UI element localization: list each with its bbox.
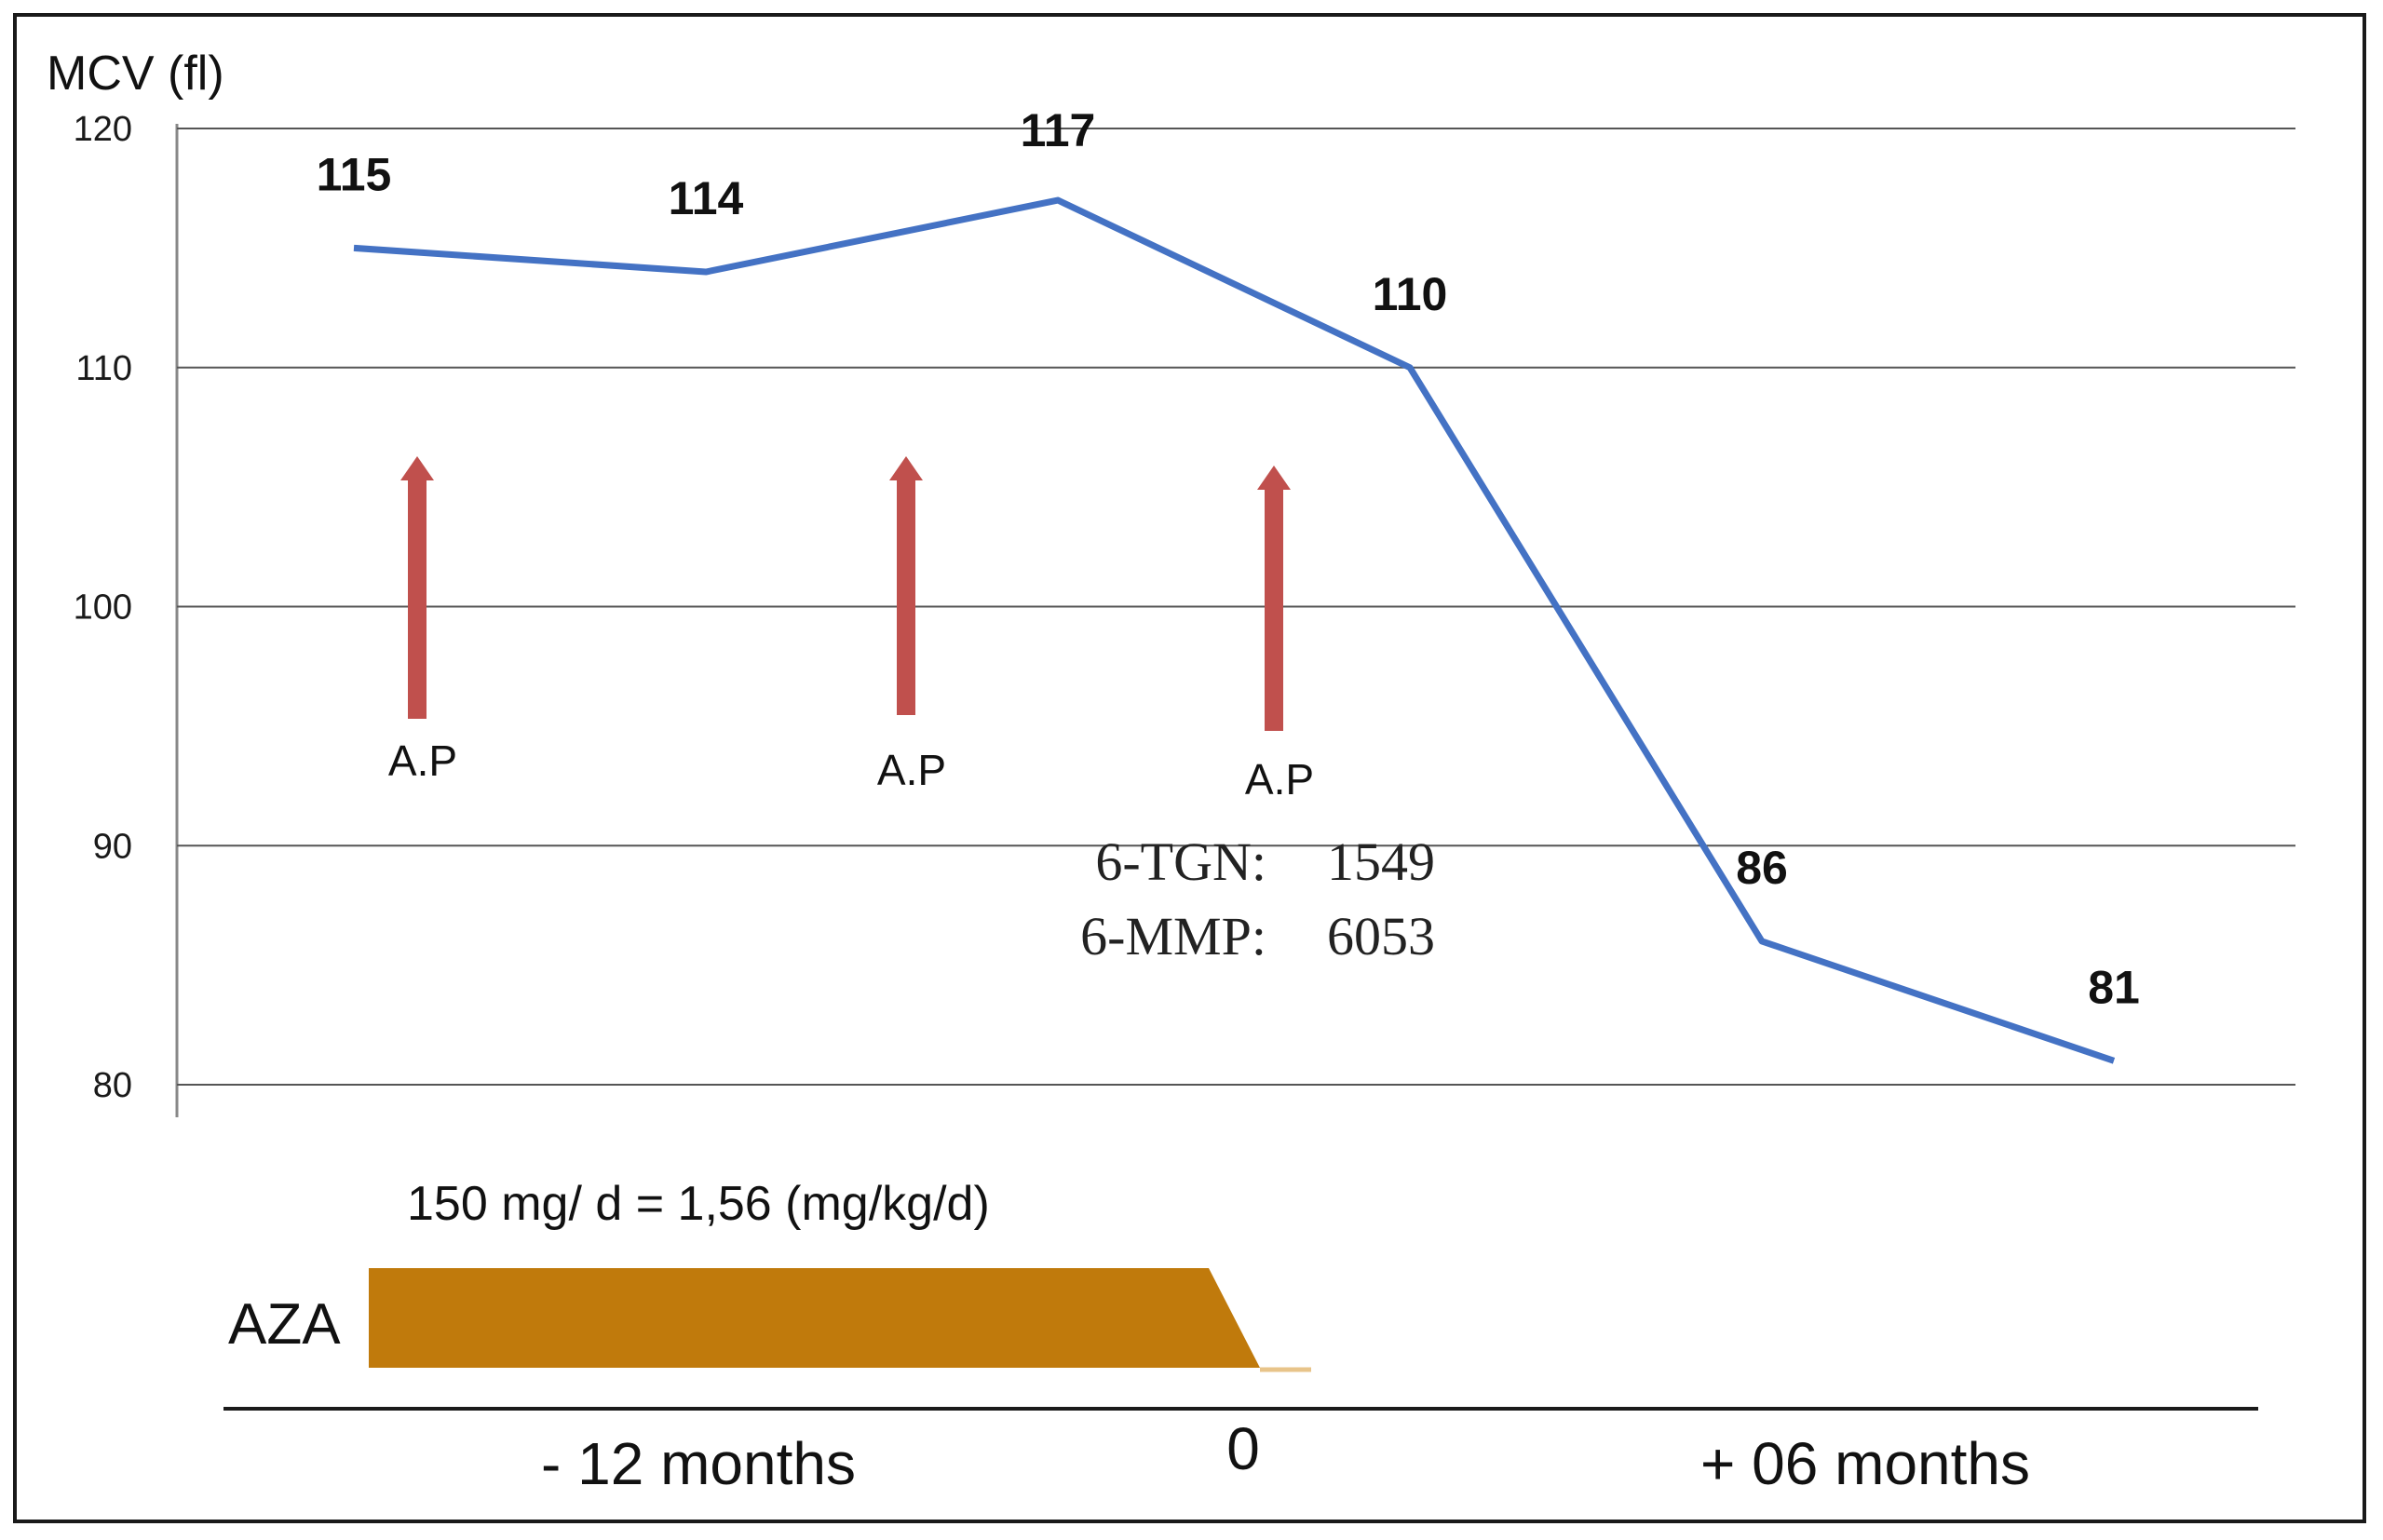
gridlines (177, 128, 2295, 1086)
data-label: 110 (1373, 268, 1448, 320)
data-label: 86 (1736, 842, 1788, 894)
metabolite-value-6mmp: 6053 (1327, 906, 1435, 966)
data-label: 114 (669, 172, 744, 224)
metabolite-value-6tgn: 1549 (1327, 831, 1435, 892)
ap-arrow-shaft (1265, 488, 1283, 731)
drug-label: AZA (228, 1292, 341, 1357)
y-tick-labels: 120 110 100 90 80 (74, 110, 132, 1105)
mcv-series-line (353, 196, 2116, 1064)
timeline-label-minus12: - 12 months (541, 1430, 856, 1497)
metabolite-name-6mmp: 6-MMP: (1080, 906, 1266, 966)
ap-label: A.P (877, 746, 946, 794)
timeline-label-zero: 0 (1226, 1415, 1260, 1482)
ap-arrows: A.P A.P A.P (388, 456, 1314, 804)
y-tick-label: 110 (75, 349, 132, 388)
y-tick-label: 80 (93, 1066, 132, 1105)
ap-arrow-head (889, 456, 923, 480)
data-label: 115 (317, 148, 392, 200)
data-labels: 115 114 117 110 86 81 (317, 104, 2140, 1013)
ap-label: A.P (1245, 755, 1314, 804)
ap-arrow-shaft (408, 479, 427, 719)
y-tick-label: 100 (74, 588, 132, 628)
ap-arrow-shaft (897, 479, 915, 715)
dose-label: 150 mg/ d = 1,56 (mg/kg/d) (407, 1177, 990, 1231)
metabolite-annotation: 6-TGN: 1549 6-MMP: 6053 (1080, 831, 1435, 966)
data-label: 81 (2088, 961, 2140, 1013)
y-axis-label: MCV (fl) (47, 47, 224, 101)
data-label: 117 (1021, 104, 1096, 156)
y-tick-label: 120 (74, 110, 132, 149)
ap-arrow-head (1257, 466, 1291, 490)
ap-label: A.P (388, 736, 457, 785)
y-tick-label: 90 (93, 827, 132, 866)
aza-treatment-bar (369, 1268, 1260, 1368)
metabolite-name-6tgn: 6-TGN: (1095, 831, 1266, 892)
timeline-label-plus06: + 06 months (1700, 1430, 2030, 1497)
ap-arrow-head (400, 456, 434, 480)
